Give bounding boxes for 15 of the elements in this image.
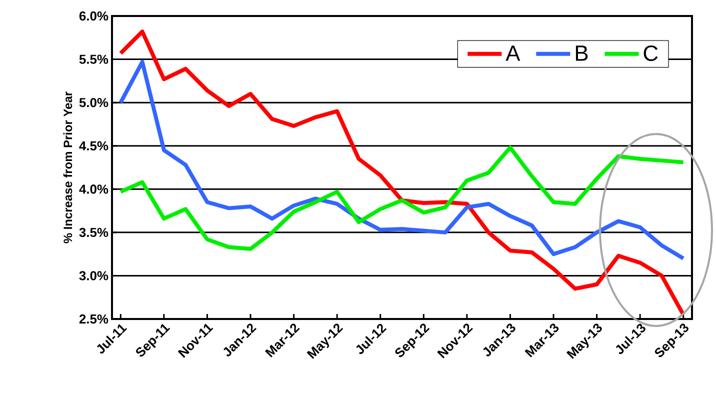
legend-label: C [644, 46, 658, 62]
y-tick-label: 5.0% [79, 98, 108, 108]
legend-label: B [576, 46, 588, 61]
y-tick-label: 4.0% [79, 184, 108, 194]
y-axis-title: % Increase from Prior Year [63, 92, 72, 244]
y-tick-label: 2.5% [79, 314, 108, 324]
line-series [118, 146, 686, 251]
y-tick-label: 5.5% [79, 54, 108, 64]
y-tick-label: 3.0% [79, 271, 108, 280]
line-series [118, 30, 686, 317]
y-tick-label: 3.5% [79, 228, 108, 238]
line-series [118, 60, 686, 260]
y-tick-label: 6.0% [79, 11, 108, 21]
legend-label: A [506, 46, 520, 61]
y-tick-label: 4.5% [79, 141, 108, 150]
